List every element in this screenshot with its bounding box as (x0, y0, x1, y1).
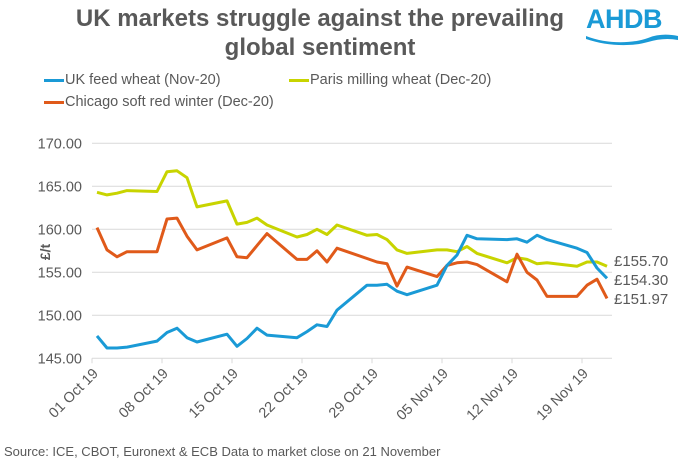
end-labels: £154.30 £155.70 £151.97 (614, 253, 668, 308)
series-line-2 (95, 216, 609, 300)
end-value-label: £151.97 (614, 291, 668, 308)
x-tick-label: 19 Nov 19 (534, 366, 592, 424)
legend-label: Chicago soft red winter (Dec-20) (65, 94, 274, 110)
x-tick-label: 05 Nov 19 (394, 366, 452, 424)
series-line-1 (96, 169, 608, 268)
logo-text: AHDB (586, 4, 663, 34)
x-tick-label: 01 Oct 19 (46, 366, 102, 422)
legend-label: Paris milling wheat (Dec-20) (310, 72, 492, 88)
y-tick-label: 170.00 (38, 136, 82, 152)
legend-swatch (44, 78, 64, 82)
x-tick-label: 08 Oct 19 (116, 366, 172, 422)
x-axis: 01 Oct 19 08 Oct 19 15 Oct 19 22 Oct 19 29 O… (46, 357, 612, 424)
x-tick-label: 15 Oct 19 (186, 366, 242, 422)
y-tick-label: 150.00 (38, 308, 82, 324)
y-axis-title: £/t (37, 243, 53, 260)
legend-item-paris-milling-wheat: Paris milling wheat (Dec-20) (289, 72, 491, 88)
end-value-label: £155.70 (614, 253, 668, 270)
chart-title: UK markets struggle against the prevaili… (60, 4, 580, 62)
y-axis: 145.00 150.00 155.00 160.00 165.00 170.00 (38, 136, 82, 367)
legend-swatch (289, 78, 309, 82)
y-tick-label: 165.00 (38, 179, 82, 195)
legend-swatch (44, 100, 64, 104)
legend-item-uk-feed-wheat: UK feed wheat (Nov-20) (44, 72, 221, 88)
end-value-label: £154.30 (614, 272, 668, 289)
legend-item-chicago-srw: Chicago soft red winter (Dec-20) (44, 94, 274, 110)
chart-title-line-1: UK markets struggle against the prevaili… (75, 5, 565, 32)
series-line-0 (95, 233, 609, 350)
y-tick-label: 155.00 (38, 265, 82, 281)
source-note: Source: ICE, CBOT, Euronext & ECB Data t… (4, 444, 441, 459)
series-lines (95, 169, 609, 350)
legend-label: UK feed wheat (Nov-20) (65, 72, 221, 88)
chart-title-line-2: global sentiment (224, 34, 416, 61)
logo-wave-icon (586, 34, 678, 46)
y-tick-label: 160.00 (38, 222, 82, 238)
x-tick-label: 29 Oct 19 (326, 366, 382, 422)
x-tick-label: 22 Oct 19 (256, 366, 312, 422)
y-tick-label: 145.00 (38, 351, 82, 367)
ahdb-logo: AHDB (586, 4, 678, 46)
x-tick-label: 12 Nov 19 (464, 366, 522, 424)
